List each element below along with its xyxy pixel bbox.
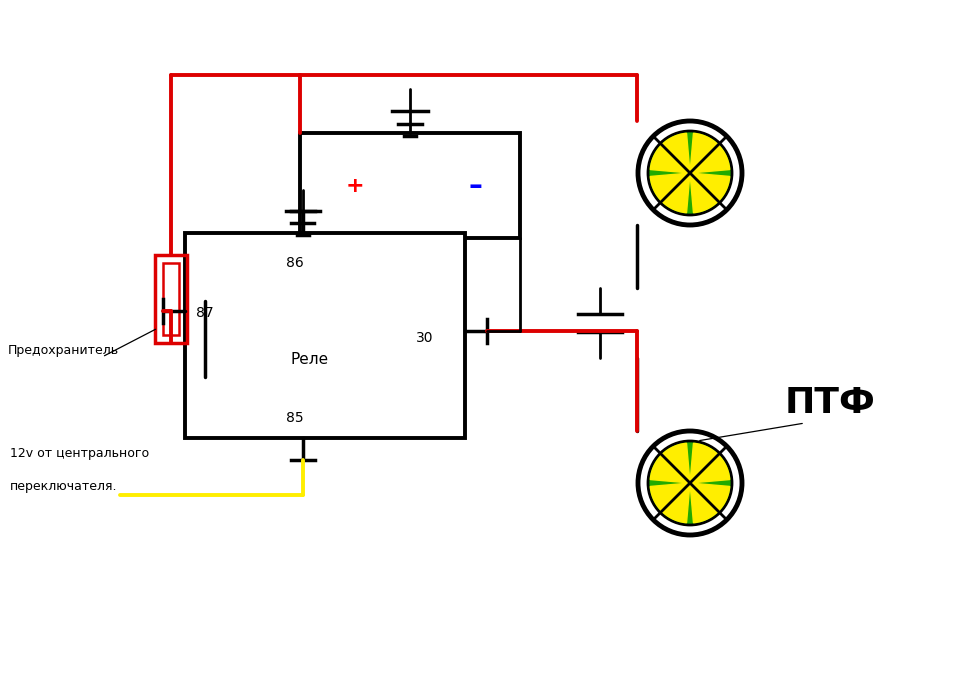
Polygon shape (650, 173, 690, 213)
Text: –: – (468, 172, 482, 200)
Text: ПТФ: ПТФ (785, 386, 876, 420)
Circle shape (638, 431, 742, 535)
Polygon shape (650, 133, 690, 173)
Text: 30: 30 (417, 331, 434, 345)
Text: 87: 87 (196, 306, 214, 320)
Circle shape (648, 441, 732, 525)
Polygon shape (690, 173, 730, 213)
Polygon shape (650, 444, 690, 483)
Circle shape (648, 131, 732, 215)
Polygon shape (690, 483, 730, 523)
Text: 85: 85 (286, 411, 303, 425)
Bar (185, 233, 465, 438)
Text: +: + (346, 176, 364, 196)
Bar (155, 255, 187, 343)
Text: 12v от центрального: 12v от центрального (10, 447, 149, 460)
Polygon shape (650, 483, 690, 523)
Bar (163, 263, 179, 335)
Text: переключателя.: переключателя. (10, 480, 117, 493)
Circle shape (638, 121, 742, 225)
Text: 86: 86 (286, 256, 304, 270)
Text: Предохранитель: Предохранитель (8, 344, 119, 358)
Polygon shape (690, 133, 730, 173)
Bar (300, 133, 520, 238)
Text: Реле: Реле (291, 353, 329, 367)
Polygon shape (690, 444, 730, 483)
